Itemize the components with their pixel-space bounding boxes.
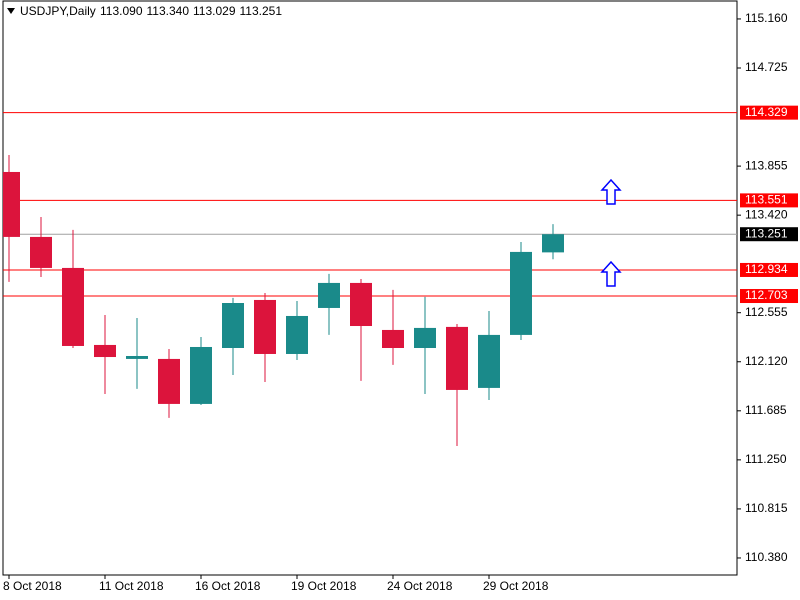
- candle-body: [62, 267, 84, 346]
- candle-body: [3, 171, 20, 237]
- candle-body: [30, 236, 52, 268]
- chart-title: USDJPY,Daily: [20, 4, 96, 18]
- y-tick-label: 111.685: [745, 403, 787, 417]
- x-tick-label: 16 Oct 2018: [195, 579, 261, 593]
- level-label: 114.329: [745, 105, 788, 119]
- y-tick-label: 114.725: [745, 60, 788, 74]
- level-label-box: [740, 289, 798, 304]
- level-label: 113.551: [745, 193, 788, 207]
- y-tick-label: 112.555: [745, 305, 788, 319]
- candle-body: [350, 282, 372, 327]
- candle-body: [126, 356, 148, 359]
- candle-body: [254, 299, 276, 354]
- candle-body: [158, 358, 180, 404]
- quote-value: 113.029: [193, 4, 236, 18]
- x-tick-label: 24 Oct 2018: [387, 579, 453, 593]
- quote-value: 113.340: [147, 4, 190, 18]
- y-tick-label: 115.160: [745, 11, 788, 25]
- level-label: 112.934: [745, 262, 788, 276]
- candle-body: [478, 334, 500, 388]
- up-arrow: [600, 178, 622, 205]
- level-label-box: [740, 262, 798, 277]
- x-tick-label: 11 Oct 2018: [99, 579, 164, 593]
- candle-body: [222, 303, 244, 348]
- quote-value: 113.090: [100, 4, 143, 18]
- candle-body: [446, 326, 468, 390]
- candle-body: [190, 346, 212, 404]
- candle-body: [542, 234, 564, 253]
- x-tick-label: 29 Oct 2018: [483, 579, 549, 593]
- candle-body: [94, 344, 116, 358]
- level-label-box: [740, 105, 798, 120]
- candle-body: [286, 315, 308, 354]
- y-tick-label: 113.855: [745, 158, 788, 172]
- y-tick-label: 112.120: [745, 354, 788, 368]
- candle-body: [414, 327, 436, 348]
- x-tick-label: 8 Oct 2018: [3, 579, 62, 593]
- title-marker: [7, 8, 15, 14]
- x-tick-label: 19 Oct 2018: [291, 579, 357, 593]
- last-price-box: [740, 227, 798, 242]
- plot-layer: [3, 112, 737, 446]
- y-tick-label: 113.420: [745, 207, 788, 221]
- y-tick-label: 110.815: [745, 501, 788, 515]
- up-arrow: [600, 260, 622, 287]
- level-label-box: [740, 193, 798, 208]
- candle-body: [318, 282, 340, 308]
- quote-value: 113.251: [240, 4, 283, 18]
- y-tick-label: 111.250: [745, 452, 787, 466]
- candle-body: [382, 329, 404, 348]
- level-label: 112.703: [745, 288, 788, 302]
- last-price-label: 113.251: [745, 226, 788, 240]
- y-tick-label: 110.380: [745, 550, 788, 564]
- candle-body: [510, 251, 532, 335]
